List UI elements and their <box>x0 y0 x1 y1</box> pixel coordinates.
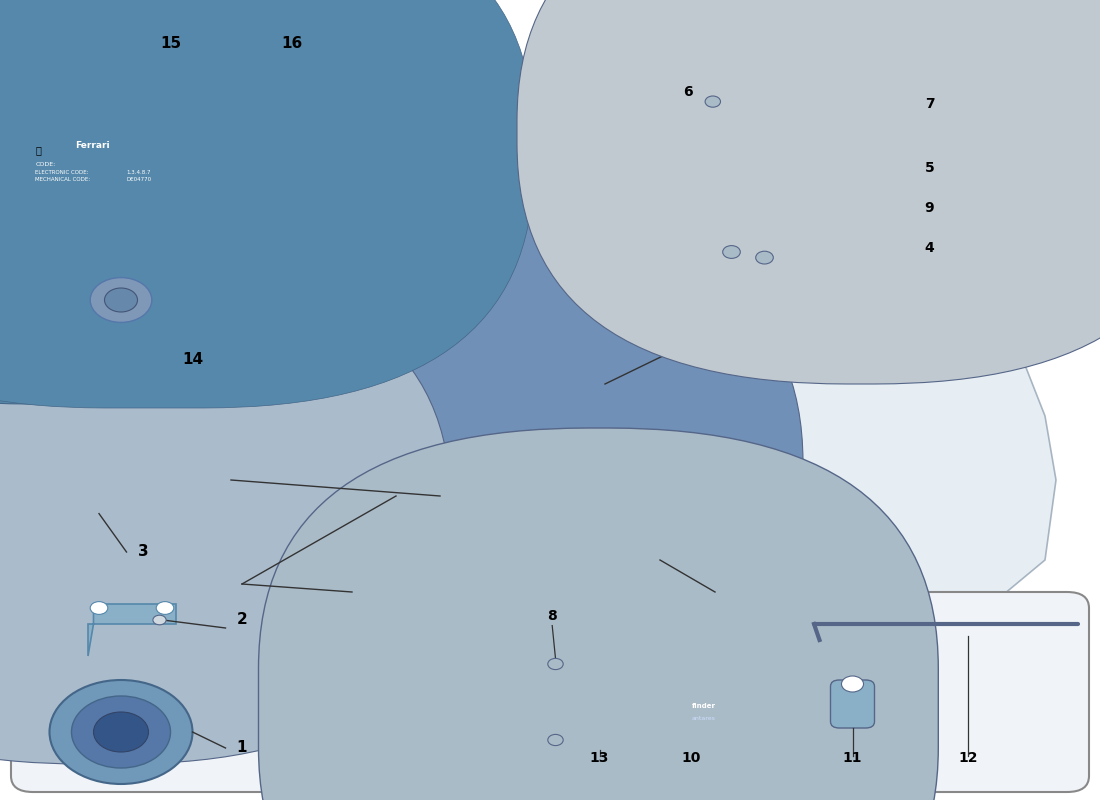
Circle shape <box>842 676 864 692</box>
FancyBboxPatch shape <box>660 32 990 304</box>
Text: 12: 12 <box>958 750 978 765</box>
Text: 14: 14 <box>182 352 204 367</box>
Text: 1: 1 <box>236 740 248 755</box>
FancyBboxPatch shape <box>715 92 847 160</box>
Circle shape <box>50 680 192 784</box>
Text: finder: finder <box>692 703 716 709</box>
Text: 6: 6 <box>683 85 692 99</box>
Text: DE04770: DE04770 <box>126 177 152 182</box>
FancyBboxPatch shape <box>258 428 938 800</box>
Circle shape <box>90 602 108 614</box>
FancyBboxPatch shape <box>110 222 803 720</box>
Circle shape <box>314 612 435 700</box>
Circle shape <box>72 696 170 768</box>
Text: antares: antares <box>692 716 716 721</box>
FancyBboxPatch shape <box>528 592 1089 792</box>
Polygon shape <box>462 256 638 336</box>
Text: 2: 2 <box>236 612 248 627</box>
Polygon shape <box>275 256 1056 672</box>
Text: CODE:: CODE: <box>35 162 55 166</box>
Circle shape <box>90 278 152 322</box>
Circle shape <box>820 612 940 700</box>
FancyBboxPatch shape <box>649 660 759 756</box>
Text: 10: 10 <box>681 750 701 765</box>
Circle shape <box>156 602 174 614</box>
Text: 3: 3 <box>138 544 148 559</box>
Circle shape <box>475 490 493 502</box>
Text: 1.3.4.8.7: 1.3.4.8.7 <box>126 170 151 174</box>
Polygon shape <box>44 264 209 324</box>
Text: 15: 15 <box>160 36 182 51</box>
Text: ELECTRONIC CODE:: ELECTRONIC CODE: <box>35 170 89 174</box>
Circle shape <box>723 246 740 258</box>
Text: 5: 5 <box>925 161 934 175</box>
FancyBboxPatch shape <box>28 128 214 224</box>
Text: 7: 7 <box>925 97 934 111</box>
FancyBboxPatch shape <box>11 584 363 792</box>
Text: MECHANICAL CODE:: MECHANICAL CODE: <box>35 177 90 182</box>
Polygon shape <box>88 604 176 656</box>
Text: 13: 13 <box>590 750 609 765</box>
Circle shape <box>705 96 720 107</box>
Text: 16: 16 <box>280 36 302 51</box>
FancyBboxPatch shape <box>11 24 385 352</box>
FancyBboxPatch shape <box>720 188 830 244</box>
FancyBboxPatch shape <box>517 0 1100 384</box>
Text: 🐴: 🐴 <box>35 146 41 155</box>
FancyBboxPatch shape <box>830 680 874 728</box>
Circle shape <box>548 658 563 670</box>
Polygon shape <box>748 256 858 320</box>
Circle shape <box>847 632 913 680</box>
Circle shape <box>548 734 563 746</box>
Polygon shape <box>418 240 858 384</box>
Text: a passion: a passion <box>469 522 675 630</box>
Circle shape <box>94 712 148 752</box>
FancyBboxPatch shape <box>11 384 231 560</box>
Text: 9: 9 <box>925 201 934 215</box>
Text: Ferrari: Ferrari <box>75 141 109 150</box>
FancyBboxPatch shape <box>0 0 387 404</box>
Circle shape <box>104 288 138 312</box>
Circle shape <box>756 251 773 264</box>
Text: 8: 8 <box>548 609 557 623</box>
Polygon shape <box>253 256 324 312</box>
FancyBboxPatch shape <box>0 266 451 764</box>
Circle shape <box>341 632 407 680</box>
FancyBboxPatch shape <box>66 448 138 508</box>
Text: 1995: 1995 <box>637 612 727 668</box>
Circle shape <box>153 615 166 625</box>
Text: 11: 11 <box>843 750 862 765</box>
FancyBboxPatch shape <box>0 0 534 408</box>
Text: 4: 4 <box>925 241 934 255</box>
